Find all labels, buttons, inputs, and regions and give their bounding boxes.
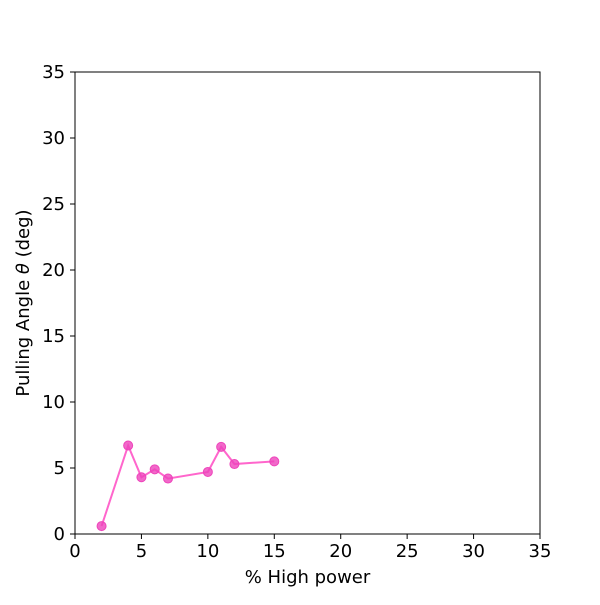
data-point xyxy=(136,472,147,483)
plot-frame xyxy=(74,71,541,535)
x-tick-label: 25 xyxy=(396,541,419,562)
data-point xyxy=(163,473,173,484)
y-axis-label: Pulling Angle θ (deg) xyxy=(13,209,34,396)
x-tick-label: 15 xyxy=(263,541,286,562)
data-point xyxy=(216,441,227,452)
y-tick-label: 5 xyxy=(54,458,65,479)
series-layer xyxy=(96,440,280,532)
series-line xyxy=(100,442,275,527)
y-tick-label: 10 xyxy=(42,392,65,413)
data-point xyxy=(123,440,134,451)
y-tick-label: 0 xyxy=(54,524,65,545)
data-point xyxy=(269,456,280,467)
y-tick-label: 15 xyxy=(42,326,65,347)
y-tick-label: 25 xyxy=(42,194,65,215)
y-axis-label-symbol: θ xyxy=(13,263,34,274)
y-tick-label: 30 xyxy=(42,128,65,149)
x-tick-label: 5 xyxy=(136,541,147,562)
x-tick-label: 10 xyxy=(196,541,219,562)
y-axis-label-suffix: (deg) xyxy=(13,209,34,263)
data-point xyxy=(229,459,240,470)
data-point xyxy=(96,521,107,532)
x-tick-label: 20 xyxy=(329,541,352,562)
y-tick-label: 20 xyxy=(42,260,65,281)
x-tick-label: 35 xyxy=(529,541,552,562)
y-tick-label: 35 xyxy=(42,62,65,83)
x-tick-label: 0 xyxy=(69,541,80,562)
x-axis-label: % High power xyxy=(245,567,371,588)
data-point xyxy=(149,464,160,475)
data-point xyxy=(202,466,213,477)
ticks-layer: 0 5 10 15 20 25 30 35 0 5 10 15 20 25 30 35 xyxy=(42,62,551,562)
y-axis-label-prefix: Pulling Angle xyxy=(13,274,34,396)
x-tick-label: 30 xyxy=(462,541,485,562)
